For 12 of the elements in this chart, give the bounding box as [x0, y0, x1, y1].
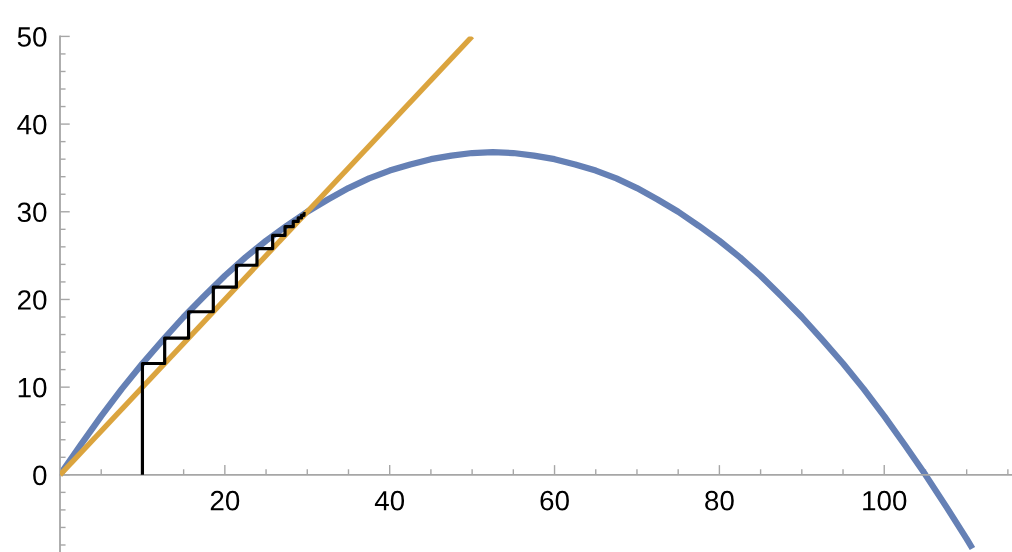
y-tick-label: 40	[17, 114, 47, 135]
y-tick-label: 50	[17, 27, 47, 47]
y-tick-label: 0	[33, 465, 47, 486]
x-tick-label: 20	[210, 490, 240, 511]
line-series	[140, 211, 308, 477]
x-tick-label: 40	[374, 490, 405, 511]
y-tick-label: 30	[17, 202, 47, 223]
x-tick-label: 60	[540, 490, 569, 511]
x-tick-label: 100	[863, 490, 907, 511]
x-tick-label: 80	[705, 490, 734, 511]
y-tick-label: 20	[18, 290, 47, 310]
y-tick-label: 10	[18, 377, 47, 398]
